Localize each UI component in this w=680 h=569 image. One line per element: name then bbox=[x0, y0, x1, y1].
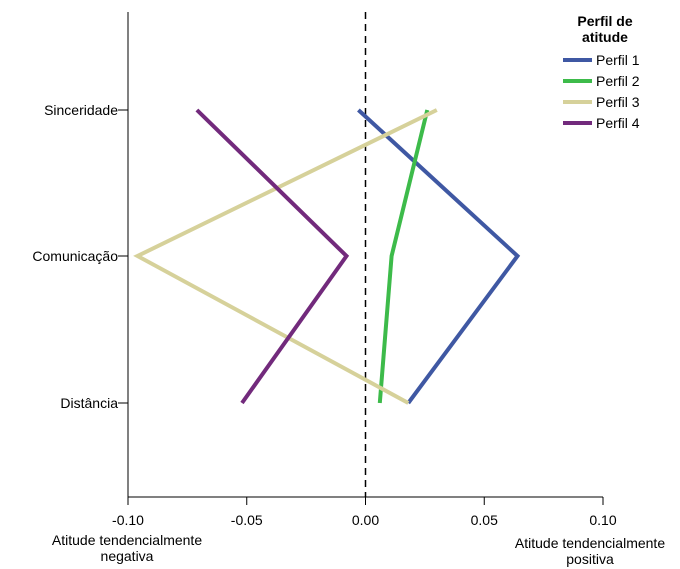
positive-annotation: positiva bbox=[566, 551, 614, 567]
series-line-2 bbox=[377, 109, 430, 404]
legend-label: Perfil 2 bbox=[596, 73, 640, 89]
legend-label: Perfil 4 bbox=[596, 115, 640, 131]
legend-label: Perfil 3 bbox=[596, 94, 640, 110]
series-lines bbox=[133, 108, 521, 405]
x-tick-label: 0.00 bbox=[352, 512, 379, 528]
x-tick-label: -0.05 bbox=[231, 512, 263, 528]
series-line-1 bbox=[357, 108, 521, 405]
series-line-4 bbox=[195, 108, 350, 405]
x-tick-label: 0.10 bbox=[589, 512, 616, 528]
x-tick-label: 0.05 bbox=[471, 512, 498, 528]
legend-title: Perfil de bbox=[577, 13, 632, 29]
x-tick-label: -0.10 bbox=[112, 512, 144, 528]
negative-annotation: negativa bbox=[101, 548, 154, 564]
positive-annotation: Atitude tendencialmente bbox=[515, 535, 665, 551]
axes: Sinceridade Comunicação Distância -0.10 -0.0… bbox=[32, 12, 617, 528]
legend-title: atitude bbox=[582, 29, 628, 45]
negative-annotation: Atitude tendencialmente bbox=[52, 532, 202, 548]
series-line-3 bbox=[133, 108, 438, 405]
y-tick-label: Comunicação bbox=[32, 248, 118, 264]
y-tick-label: Distância bbox=[60, 395, 118, 411]
y-tick-label: Sinceridade bbox=[44, 102, 118, 118]
legend-label: Perfil 1 bbox=[596, 52, 640, 68]
